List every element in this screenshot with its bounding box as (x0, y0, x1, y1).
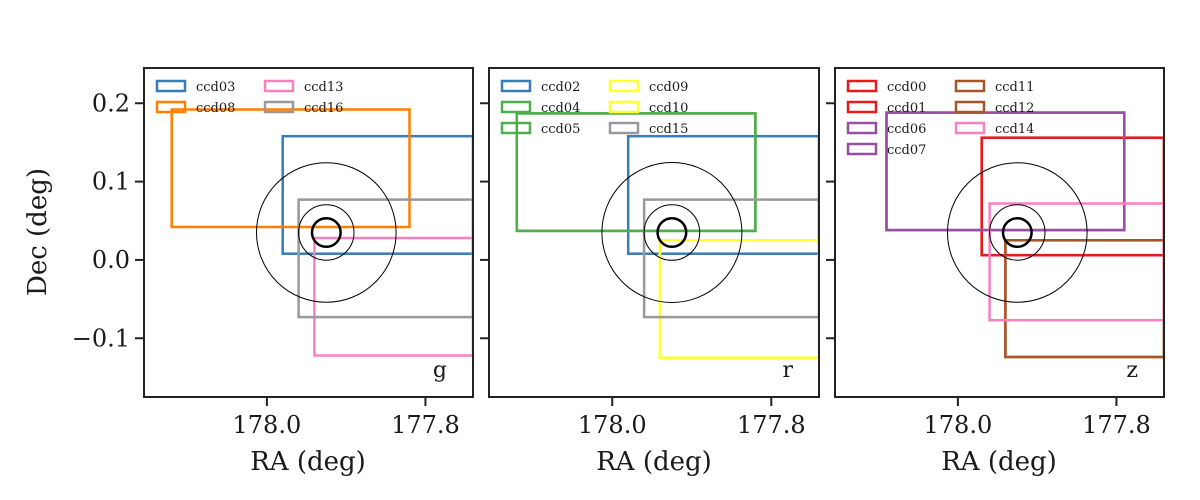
legend-label-ccd11: ccd11 (995, 80, 1034, 95)
legend-label-ccd02: ccd02 (541, 80, 580, 95)
legend-swatch-ccd13 (263, 79, 295, 93)
panel-g: 178.0 177.80.20.10.0−0.1 ccd03ccd08ccd13c… (23, 67, 474, 477)
ccd-rect-ccd07 (885, 111, 1126, 232)
ccd-rect-ccd13 (313, 236, 473, 357)
panel-z-ccd-footprints (885, 111, 1164, 359)
ccd-rect-ccd05 (515, 112, 757, 233)
panel-z-x-axis-label: RA (deg) (941, 447, 1057, 477)
ccd-rect-ccd03 (281, 134, 473, 255)
legend-label-ccd01: ccd01 (887, 101, 926, 116)
legend-swatch-ccd09 (608, 79, 640, 93)
x-tick-label: 178.0 (578, 411, 647, 439)
legend-label-ccd13: ccd13 (304, 80, 343, 95)
panel-z-legend: ccd00 ccd01 ccd06 ccd07 ccd11 ccd12 ccd14 (846, 79, 1034, 158)
ccd-rect-ccd10 (658, 239, 819, 360)
legend-swatch-ccd10 (608, 100, 640, 114)
panel-g-y-axis-label: Dec (deg) (23, 168, 53, 296)
panel-r-x-axis-label: RA (deg) (596, 447, 712, 477)
legend-swatch-ccd08 (155, 100, 187, 114)
y-tick-label: −0.1 (72, 324, 130, 352)
x-tick-label: 178.0 (233, 411, 302, 439)
legend-label-ccd16: ccd16 (304, 101, 343, 116)
x-tick-label: 177.8 (391, 411, 460, 439)
ccd-rect-ccd02 (626, 134, 819, 255)
target-circle-2 (643, 204, 701, 261)
legend-swatch-ccd06 (846, 121, 878, 135)
legend-label-ccd07: ccd07 (887, 143, 926, 158)
legend-label-ccd10: ccd10 (649, 101, 688, 116)
legend-label-ccd00: ccd00 (887, 80, 926, 95)
legend-label-ccd09: ccd09 (649, 80, 688, 95)
legend-swatch-ccd02 (500, 79, 532, 93)
legend-swatch-ccd11 (954, 79, 986, 93)
legend-swatch-ccd00 (846, 79, 878, 93)
legend-label-ccd04: ccd04 (541, 101, 580, 116)
panel-z-ticks: 178.0 177.8 (826, 102, 1151, 439)
legend-swatch-ccd05 (500, 121, 532, 135)
legend-swatch-ccd01 (846, 100, 878, 114)
legend-label-ccd08: ccd08 (196, 101, 235, 116)
panel-z-target-circles (947, 162, 1088, 303)
ccd-rect-ccd16 (297, 198, 473, 319)
target-circle-3 (256, 162, 397, 303)
target-circle-1 (656, 216, 688, 249)
target-circle-2 (989, 204, 1046, 261)
legend-swatch-ccd15 (608, 121, 640, 135)
y-tick-label: 0.2 (92, 89, 130, 117)
panel-r-ticks: 178.0 177.8 (480, 102, 806, 439)
ccd-rect-ccd00 (980, 136, 1164, 257)
panel-g-band-label: g (433, 358, 447, 383)
panel-z-frame (834, 67, 1165, 398)
panel-g-ccd-footprints (170, 108, 473, 357)
legend-label-ccd03: ccd03 (196, 80, 235, 95)
legend-swatch-ccd12 (954, 100, 986, 114)
panel-z: 178.0 177.8 ccd00 ccd01 ccd06 ccd07 ccd11 ccd1… (826, 67, 1165, 477)
legend-label-ccd06: ccd06 (887, 122, 926, 137)
panel-g-legend: ccd03 ccd08 ccd13 ccd16 (155, 79, 343, 116)
panel-r: 178.0 177.8 ccd02 ccd04 ccd05 ccd09 ccd10 ccd1… (480, 67, 820, 477)
panel-z-band-label: z (1126, 358, 1138, 383)
ccd-rect-ccd12 (1004, 239, 1164, 359)
legend-label-ccd12: ccd12 (995, 101, 1034, 116)
ccd-rect-ccd01 (980, 136, 1164, 257)
legend-label-ccd05: ccd05 (541, 122, 580, 137)
legend-swatch-ccd16 (263, 100, 295, 114)
legend-label-ccd14: ccd14 (995, 122, 1034, 137)
target-circle-3 (601, 162, 743, 303)
panel-g-ticks: 178.0 177.8 0.2 0.1 0.0 −0.1 (72, 89, 460, 439)
legend-swatch-ccd07 (846, 142, 878, 156)
x-tick-label: 177.8 (737, 411, 806, 439)
x-tick-label: 178.0 (924, 411, 993, 439)
target-circle-1 (1001, 216, 1033, 249)
panel-g-frame (143, 67, 474, 398)
panel-g-target-circles (256, 162, 397, 303)
legend-swatch-ccd04 (500, 100, 532, 114)
ccd-rect-ccd08 (170, 108, 411, 229)
panel-r-target-circles (601, 162, 743, 303)
legend-swatch-ccd03 (155, 79, 187, 93)
panel-r-ccd-footprints (515, 112, 819, 360)
target-circle-2 (298, 204, 355, 261)
target-circle-3 (947, 162, 1088, 303)
panel-r-band-label: r (782, 358, 793, 383)
panel-r-legend: ccd02 ccd04 ccd05 ccd09 ccd10 ccd15 (500, 79, 688, 137)
target-circle-1 (310, 216, 342, 249)
y-tick-label: 0.1 (92, 168, 130, 196)
y-tick-label: 0.0 (92, 246, 130, 274)
x-tick-label: 177.8 (1082, 411, 1151, 439)
legend-swatch-ccd14 (954, 121, 986, 135)
panel-r-frame (488, 67, 820, 398)
panel-g-x-axis-label: RA (deg) (250, 447, 366, 477)
legend-label-ccd15: ccd15 (649, 122, 688, 137)
